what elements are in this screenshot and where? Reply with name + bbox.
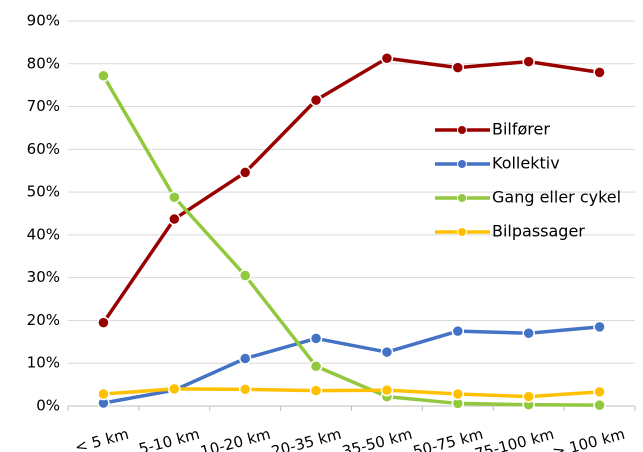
y-tick-label: 40% (27, 225, 60, 243)
data-point (238, 383, 252, 396)
data-point (168, 190, 181, 204)
x-tick-label: 5-10 km (137, 425, 202, 452)
data-point (309, 332, 323, 345)
legend-marker (457, 193, 467, 203)
y-tick-label: 60% (27, 140, 60, 158)
data-point (380, 345, 394, 359)
data-point (168, 212, 181, 226)
y-tick-label: 30% (27, 268, 60, 286)
data-point (593, 320, 606, 334)
series-line (101, 74, 600, 407)
y-tick-label: 70% (27, 97, 60, 115)
x-tick-label: 35-50 km (340, 425, 414, 452)
data-point (309, 384, 323, 397)
data-point (593, 66, 606, 79)
data-point (309, 93, 323, 107)
y-tick-label: 80% (27, 54, 60, 72)
y-tick-label: 20% (27, 311, 60, 329)
x-tick-label: 10-20 km (199, 425, 273, 452)
legend: Bilfører Kollektiv Gang eller cykel Bilpass… (435, 120, 621, 241)
data-point (522, 55, 535, 68)
data-point (238, 352, 252, 365)
legend-marker (457, 159, 467, 169)
y-tick-label: 10% (27, 354, 60, 372)
y-tick-label: 50% (27, 183, 60, 201)
x-tick-label: > 100 km (551, 425, 627, 452)
x-tick-label: < 5 km (73, 425, 131, 452)
data-point (238, 166, 252, 179)
x-tick-label: 75-100 km (473, 425, 556, 452)
legend-label: Bilfører (492, 120, 550, 139)
legend-label: Bilpassager (492, 222, 585, 241)
legend-marker (457, 125, 467, 135)
data-point (593, 385, 606, 399)
series-line (103, 325, 600, 405)
data-point (380, 383, 394, 397)
x-tick-label: 20-35 km (269, 425, 343, 452)
legend-label: Gang eller cykel (492, 188, 621, 207)
data-point (593, 398, 606, 412)
legend-label: Kollektiv (492, 154, 560, 173)
y-tick-label: 0% (36, 397, 60, 415)
data-point (451, 324, 465, 338)
data-point (380, 51, 394, 65)
data-point (238, 269, 252, 282)
y-tick-label: 90% (27, 12, 60, 30)
data-point (168, 382, 181, 396)
data-point (522, 327, 535, 340)
data-point (97, 69, 110, 83)
data-point (522, 390, 535, 403)
data-point (451, 387, 465, 401)
data-point (97, 316, 110, 329)
data-point (309, 359, 323, 373)
legend-marker (457, 227, 467, 237)
series-line (103, 387, 600, 399)
data-point (451, 61, 465, 74)
data-point (97, 387, 110, 401)
